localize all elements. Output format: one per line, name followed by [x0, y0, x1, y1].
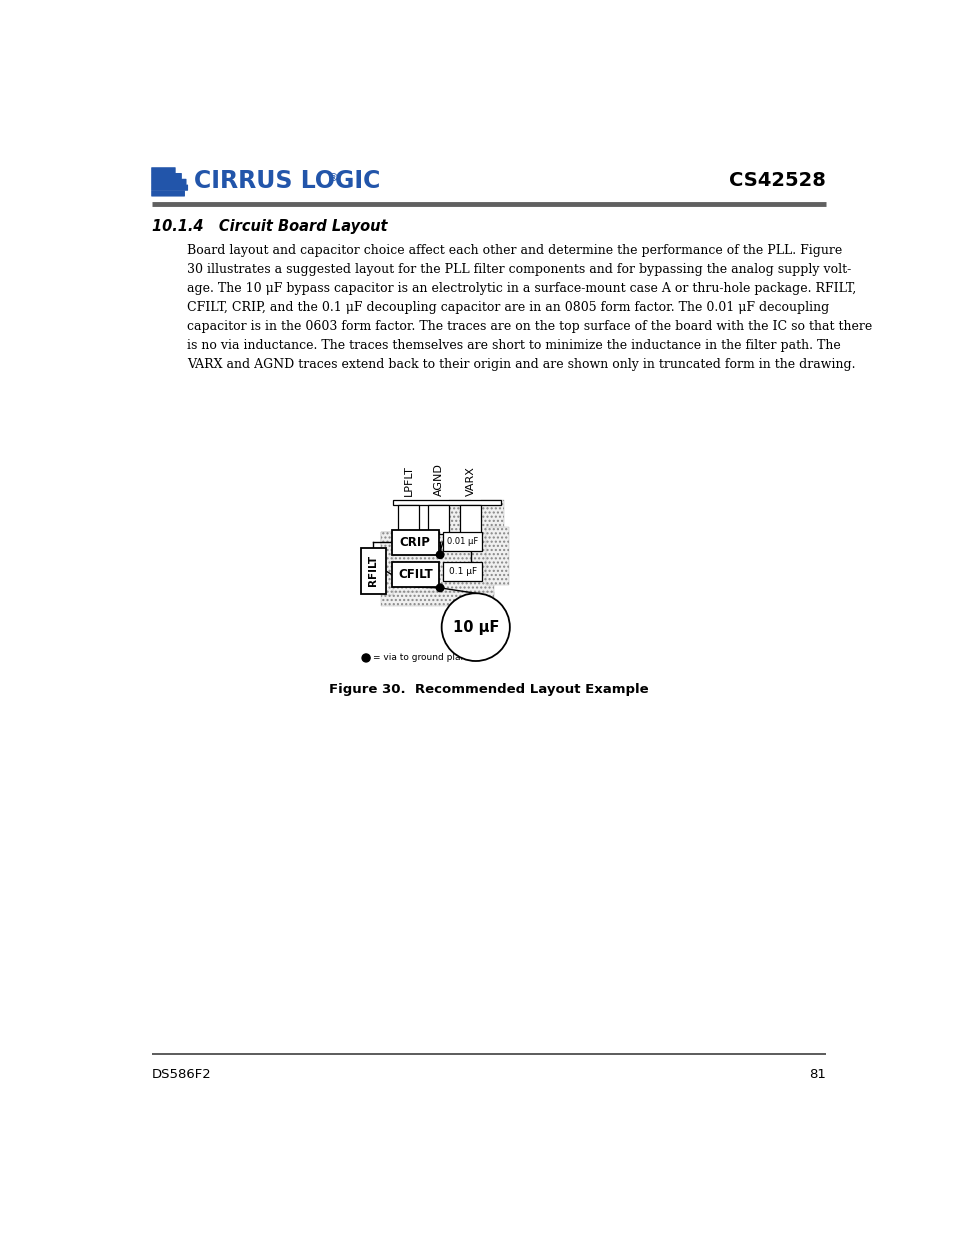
- FancyBboxPatch shape: [151, 179, 187, 185]
- Bar: [397, 534, 418, 561]
- Bar: [443, 562, 481, 580]
- Text: is no via inductance. The traces themselves are short to minimize the inductance: is no via inductance. The traces themsel…: [187, 340, 840, 352]
- Text: AGND: AGND: [434, 463, 443, 496]
- Bar: [449, 500, 471, 542]
- Bar: [381, 593, 493, 606]
- Bar: [480, 500, 504, 542]
- Text: Figure 30.  Recommended Layout Example: Figure 30. Recommended Layout Example: [329, 683, 648, 697]
- Text: Board layout and capacitor choice affect each other and determine the performanc: Board layout and capacitor choice affect…: [187, 243, 841, 257]
- Bar: [443, 532, 481, 551]
- FancyBboxPatch shape: [151, 173, 182, 179]
- Text: 0.1 μF: 0.1 μF: [448, 567, 476, 577]
- Text: CS42528: CS42528: [728, 172, 825, 190]
- FancyBboxPatch shape: [151, 184, 188, 190]
- Text: ®: ®: [328, 173, 338, 183]
- Text: LPFLT: LPFLT: [403, 466, 414, 496]
- Bar: [428, 534, 449, 561]
- Text: 81: 81: [808, 1068, 825, 1082]
- FancyBboxPatch shape: [151, 167, 175, 173]
- Text: 30 illustrates a suggested layout for the PLL filter components and for bypassin: 30 illustrates a suggested layout for th…: [187, 263, 850, 275]
- Circle shape: [362, 655, 370, 662]
- Bar: [381, 531, 393, 595]
- Bar: [392, 530, 438, 555]
- Text: 0.01 μF: 0.01 μF: [447, 537, 477, 546]
- FancyBboxPatch shape: [151, 190, 185, 196]
- Text: VARX and AGND traces extend back to their origin and are shown only in truncated: VARX and AGND traces extend back to thei…: [187, 358, 854, 372]
- Bar: [459, 534, 480, 561]
- Text: CIRRUS LOGIC: CIRRUS LOGIC: [194, 169, 380, 194]
- Bar: [360, 548, 385, 594]
- Bar: [397, 505, 418, 534]
- Text: RFILT: RFILT: [368, 556, 378, 587]
- Bar: [393, 500, 500, 505]
- Text: = via to ground plane: = via to ground plane: [373, 653, 471, 662]
- Text: 10 μF: 10 μF: [452, 620, 498, 635]
- Bar: [485, 527, 509, 585]
- Text: CFILT, CRIP, and the 0.1 μF decoupling capacitor are in an 0805 form factor. The: CFILT, CRIP, and the 0.1 μF decoupling c…: [187, 301, 828, 314]
- Bar: [392, 562, 438, 587]
- Circle shape: [436, 551, 443, 558]
- Text: DS586F2: DS586F2: [152, 1068, 212, 1082]
- Text: CRIP: CRIP: [399, 536, 431, 548]
- Text: 10.1.4   Circuit Board Layout: 10.1.4 Circuit Board Layout: [152, 219, 387, 235]
- Circle shape: [436, 584, 443, 592]
- Bar: [381, 531, 493, 595]
- Text: CFILT: CFILT: [397, 568, 433, 582]
- Bar: [428, 505, 449, 534]
- Circle shape: [441, 593, 509, 661]
- Text: VARX: VARX: [465, 466, 476, 496]
- Text: age. The 10 μF bypass capacitor is an electrolytic in a surface-mount case A or : age. The 10 μF bypass capacitor is an el…: [187, 282, 855, 295]
- Bar: [459, 505, 480, 534]
- Text: capacitor is in the 0603 form factor. The traces are on the top surface of the b: capacitor is in the 0603 form factor. Th…: [187, 320, 871, 333]
